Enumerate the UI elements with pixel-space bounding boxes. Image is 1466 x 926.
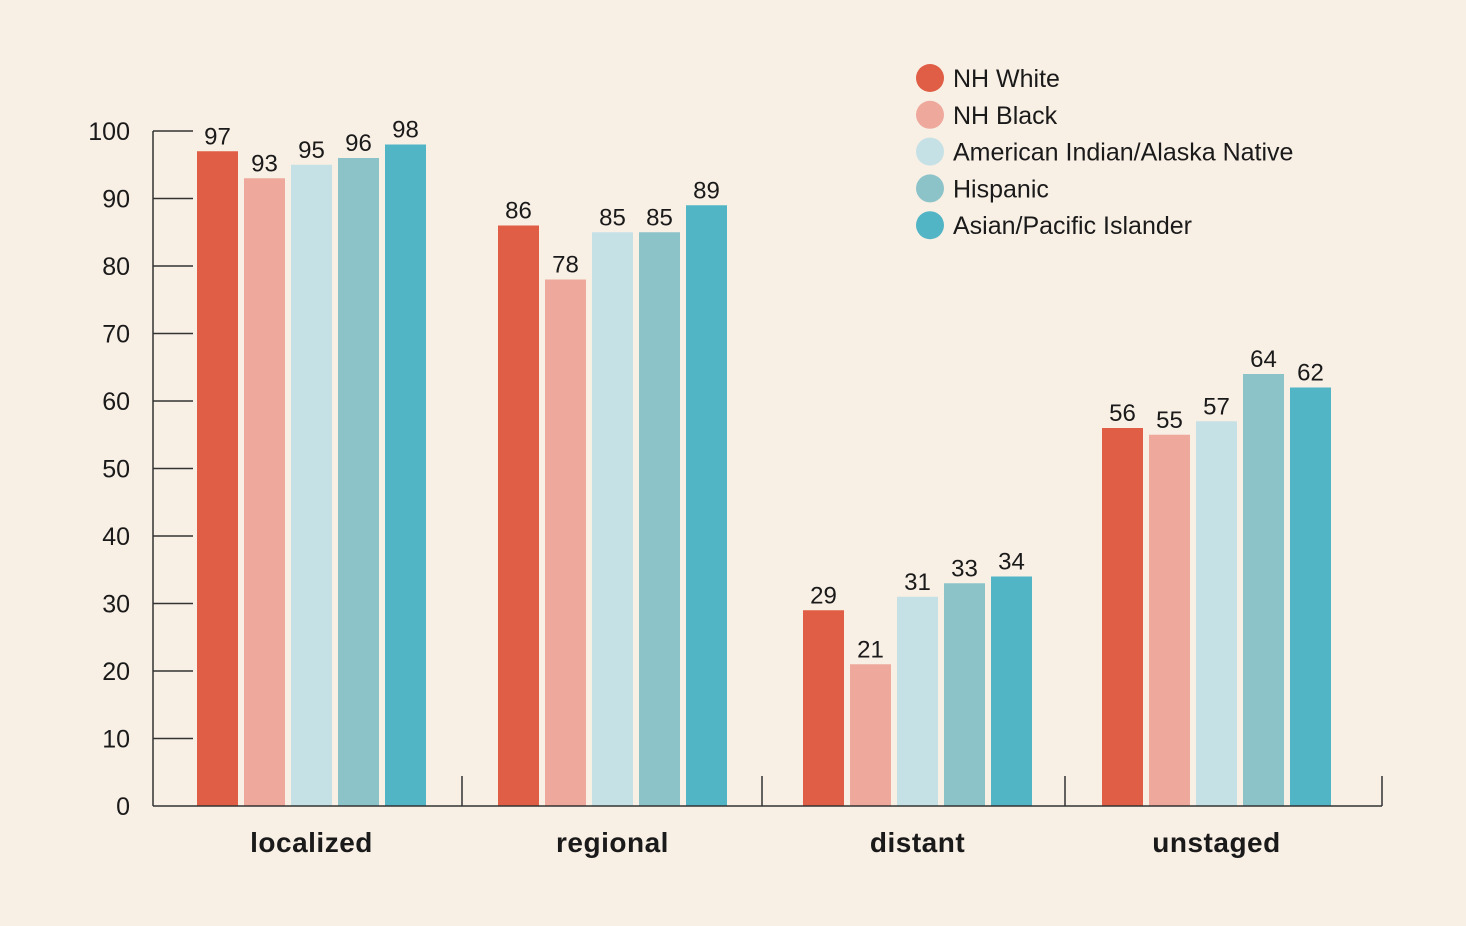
bar-localized-american-indian-alaska-native: [291, 164, 332, 806]
y-tick-label: 0: [116, 793, 130, 821]
bar-distant-asian-pacific-islander: [991, 576, 1032, 806]
y-tick-label: 70: [102, 321, 130, 349]
data-label: 89: [693, 177, 720, 204]
data-label: 96: [345, 130, 372, 157]
y-tick-label: 100: [88, 118, 130, 146]
legend-item-asian-pacific-islander: Asian/Pacific Islander: [916, 211, 1192, 240]
legend-label: American Indian/Alaska Native: [953, 139, 1293, 167]
legend-item-nh-white: NH White: [916, 64, 1060, 93]
bar-localized-nh-black: [244, 178, 285, 806]
bar-regional-nh-white: [498, 225, 539, 806]
y-tick-label: 40: [102, 523, 130, 551]
bar-distant-hispanic: [944, 583, 985, 806]
legend-item-american-indian-alaska-native: American Indian/Alaska Native: [916, 137, 1293, 167]
data-label: 33: [951, 555, 978, 582]
legend-item-nh-black: NH Black: [916, 100, 1058, 130]
data-label: 62: [1297, 360, 1324, 387]
bar-localized-nh-white: [197, 151, 238, 806]
bar-distant-american-indian-alaska-native: [897, 596, 938, 806]
data-label: 64: [1250, 346, 1277, 373]
y-tick-label: 10: [102, 726, 130, 754]
y-tick-label: 30: [102, 591, 130, 619]
bar-unstaged-nh-white: [1102, 428, 1143, 806]
bars: [197, 144, 1331, 806]
bar-localized-asian-pacific-islander: [385, 144, 426, 806]
data-label: 31: [904, 569, 931, 596]
data-label: 78: [552, 252, 579, 279]
y-tick-label: 60: [102, 388, 130, 416]
legend-label: Asian/Pacific Islander: [953, 212, 1192, 240]
bar-unstaged-asian-pacific-islander: [1290, 387, 1331, 806]
x-category-label: localized: [250, 827, 373, 858]
data-label: 29: [810, 582, 837, 609]
legend-swatch: [916, 211, 944, 240]
data-label: 34: [998, 549, 1025, 576]
data-label: 95: [298, 137, 325, 164]
bar-distant-nh-white: [803, 610, 844, 806]
x-axis: localized regional distant unstaged: [153, 776, 1383, 858]
data-label: 97: [204, 123, 231, 150]
y-tick-label: 20: [102, 658, 130, 686]
legend-swatch: [916, 174, 944, 203]
legend: NH White NH Black American Indian/Alaska N…: [916, 64, 1293, 240]
x-category-label: regional: [556, 827, 669, 858]
legend-label: NH White: [953, 65, 1060, 93]
y-tick-label: 90: [102, 186, 130, 214]
data-labels: 97 93 95 96 98 86 78 85 85 89 29 21 31 33 34 56 55 57 64 62: [204, 117, 1324, 664]
data-label: 55: [1156, 407, 1183, 434]
bar-unstaged-hispanic: [1243, 374, 1284, 806]
legend-swatch: [916, 137, 944, 166]
bar-regional-hispanic: [639, 232, 680, 806]
data-label: 85: [646, 204, 673, 231]
legend-item-hispanic: Hispanic: [916, 174, 1049, 203]
bar-regional-american-indian-alaska-native: [592, 232, 633, 806]
data-label: 93: [251, 150, 278, 177]
bar-distant-nh-black: [850, 664, 891, 806]
y-tick-label: 50: [102, 456, 130, 484]
legend-swatch: [916, 64, 944, 92]
data-label: 56: [1109, 400, 1136, 427]
data-label: 98: [392, 117, 419, 144]
y-tick-label: 80: [102, 253, 130, 281]
legend-label: Hispanic: [953, 175, 1049, 203]
bar-regional-nh-black: [545, 279, 586, 806]
data-label: 21: [857, 636, 884, 663]
legend-swatch: [916, 100, 944, 129]
x-category-label: distant: [870, 827, 965, 858]
data-label: 85: [599, 204, 626, 231]
bar-regional-asian-pacific-islander: [686, 205, 727, 806]
bar-unstaged-american-indian-alaska-native: [1196, 421, 1237, 806]
bar-unstaged-nh-black: [1149, 434, 1190, 806]
data-label: 57: [1203, 393, 1230, 420]
legend-label: NH Black: [953, 102, 1058, 130]
bar-localized-hispanic: [338, 158, 379, 806]
data-label: 86: [505, 198, 532, 225]
y-axis: 0 10 20 30 40 50 60 70 80 90 100: [88, 118, 193, 821]
x-category-label: unstaged: [1152, 827, 1280, 858]
